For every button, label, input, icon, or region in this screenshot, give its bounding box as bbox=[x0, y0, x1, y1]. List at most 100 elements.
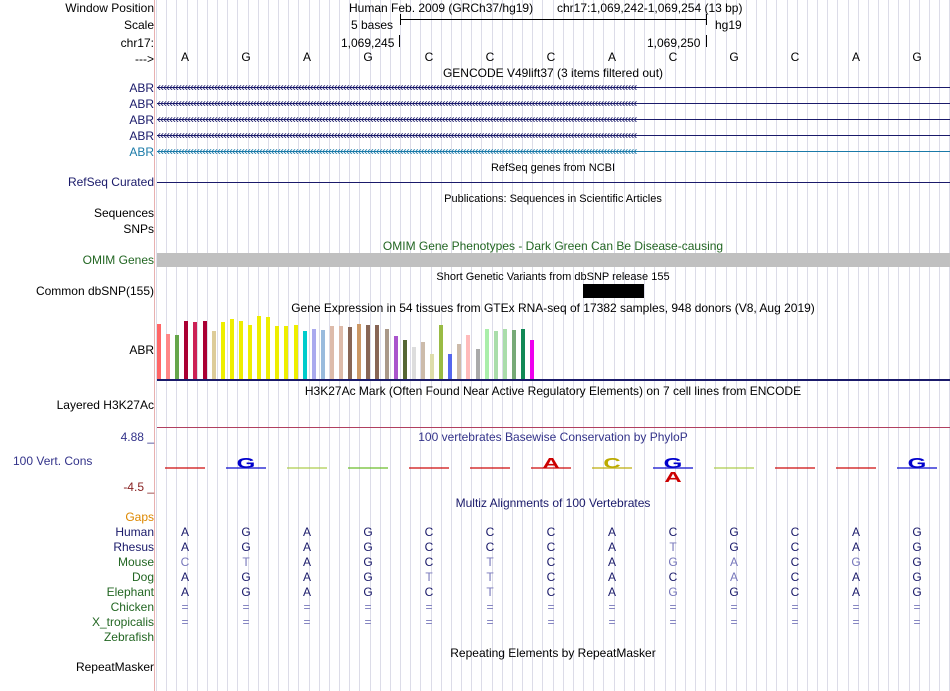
gtex-tissue-bar[interactable] bbox=[403, 340, 407, 379]
omim-title[interactable]: OMIM Gene Phenotypes - Dark Green Can Be… bbox=[382, 239, 724, 253]
coord-right: 1,069,250 bbox=[647, 36, 701, 50]
omim-label[interactable]: OMIM Genes bbox=[82, 253, 154, 267]
gencode-gene-label[interactable]: ABR bbox=[129, 129, 154, 143]
h3k27ac-title[interactable]: H3K27Ac Mark (Often Found Near Active Re… bbox=[304, 384, 802, 398]
gtex-tissue-bar[interactable] bbox=[339, 326, 343, 379]
gencode-gene-label[interactable]: ABR bbox=[129, 145, 154, 159]
multiz-species-label[interactable]: X_tropicalis bbox=[91, 615, 154, 629]
gtex-tissue-bar[interactable] bbox=[294, 325, 298, 379]
gtex-tissue-bar[interactable] bbox=[357, 324, 361, 379]
gtex-tissue-bar[interactable] bbox=[466, 335, 470, 379]
phylop-title[interactable]: 100 vertebrates Basewise Conservation by… bbox=[418, 430, 688, 444]
gtex-tissue-bar[interactable] bbox=[439, 325, 443, 379]
multiz-aligned-base: G bbox=[668, 555, 678, 569]
gtex-tissue-bar[interactable] bbox=[212, 331, 216, 379]
gtex-tissue-bar[interactable] bbox=[457, 344, 461, 379]
gtex-tissue-bar[interactable] bbox=[175, 335, 179, 379]
gtex-tissue-bar[interactable] bbox=[230, 319, 234, 379]
gtex-tissue-bar[interactable] bbox=[266, 317, 270, 379]
gtex-tissue-bar[interactable] bbox=[248, 325, 252, 379]
gtex-tissue-bar[interactable] bbox=[394, 336, 398, 379]
multiz-aligned-base: A bbox=[851, 570, 860, 584]
refseq-track-line[interactable] bbox=[157, 182, 950, 183]
gtex-tissue-bar[interactable] bbox=[184, 321, 188, 379]
gtex-tissue-bar[interactable] bbox=[312, 329, 316, 379]
gtex-tissue-bar[interactable] bbox=[521, 329, 525, 379]
gtex-label[interactable]: ABR bbox=[129, 343, 154, 357]
gtex-tissue-bar[interactable] bbox=[385, 329, 389, 379]
gtex-tissue-bar[interactable] bbox=[257, 316, 261, 379]
grid-line bbox=[776, 0, 777, 691]
gtex-tissue-bar[interactable] bbox=[203, 321, 207, 379]
sequence-base: G bbox=[912, 50, 922, 64]
multiz-aligned-base: C bbox=[546, 525, 556, 539]
gencode-transcript[interactable]: ‹‹‹‹‹‹‹‹‹‹‹‹‹‹‹‹‹‹‹‹‹‹‹‹‹‹‹‹‹‹‹‹‹‹‹‹‹‹‹‹… bbox=[157, 114, 950, 125]
multiz-aligned-base: G bbox=[241, 540, 251, 554]
publications-title[interactable]: Publications: Sequences in Scientific Ar… bbox=[444, 193, 662, 205]
multiz-species-label[interactable]: Human bbox=[115, 525, 154, 539]
multiz-aligned-base: C bbox=[546, 570, 556, 584]
h3k27ac-label[interactable]: Layered H3K27Ac bbox=[56, 398, 154, 412]
gencode-gene-label[interactable]: ABR bbox=[129, 97, 154, 111]
dbsnp-label[interactable]: Common dbSNP(155) bbox=[35, 284, 154, 298]
gencode-title[interactable]: GENCODE V49lift37 (3 items filtered out) bbox=[442, 66, 664, 80]
gtex-tissue-bar[interactable] bbox=[430, 354, 434, 379]
refseq-title[interactable]: RefSeq genes from NCBI bbox=[490, 162, 616, 174]
omim-track-bar[interactable] bbox=[157, 253, 950, 267]
multiz-gaps-label[interactable]: Gaps bbox=[125, 510, 154, 524]
gtex-tissue-bar[interactable] bbox=[503, 329, 507, 379]
gtex-title[interactable]: Gene Expression in 54 tissues from GTEx … bbox=[291, 301, 815, 315]
gtex-tissue-bar[interactable] bbox=[512, 330, 516, 379]
multiz-species-label[interactable]: Elephant bbox=[106, 585, 154, 599]
multiz-species-label[interactable]: Mouse bbox=[117, 555, 154, 569]
gencode-transcript[interactable]: ‹‹‹‹‹‹‹‹‹‹‹‹‹‹‹‹‹‹‹‹‹‹‹‹‹‹‹‹‹‹‹‹‹‹‹‹‹‹‹‹… bbox=[157, 146, 950, 157]
gtex-tissue-bar[interactable] bbox=[366, 325, 370, 379]
multiz-aligned-base: = bbox=[486, 600, 494, 614]
repeatmasker-title[interactable]: Repeating Elements by RepeatMasker bbox=[450, 646, 656, 660]
multiz-species-label[interactable]: Rhesus bbox=[113, 540, 154, 554]
gtex-tissue-bar[interactable] bbox=[330, 326, 334, 379]
phylop-base-letter: A bbox=[542, 455, 560, 472]
gtex-tissue-bar[interactable] bbox=[448, 354, 452, 379]
gencode-transcript[interactable]: ‹‹‹‹‹‹‹‹‹‹‹‹‹‹‹‹‹‹‹‹‹‹‹‹‹‹‹‹‹‹‹‹‹‹‹‹‹‹‹‹… bbox=[157, 130, 950, 141]
gtex-tissue-bar[interactable] bbox=[494, 331, 498, 379]
gtex-tissue-bar[interactable] bbox=[421, 342, 425, 379]
publications-sequences-label[interactable]: Sequences bbox=[93, 206, 154, 220]
dbsnp-title[interactable]: Short Genetic Variants from dbSNP releas… bbox=[436, 271, 670, 283]
gtex-tissue-bar[interactable] bbox=[375, 325, 379, 379]
gencode-gene-label[interactable]: ABR bbox=[129, 81, 154, 95]
gtex-tissue-bar[interactable] bbox=[321, 330, 325, 379]
gencode-gene-label[interactable]: ABR bbox=[129, 113, 154, 127]
gtex-tissue-bar[interactable] bbox=[284, 326, 288, 379]
gtex-tissue-bar[interactable] bbox=[348, 327, 352, 379]
refseq-label[interactable]: RefSeq Curated bbox=[67, 175, 154, 189]
gencode-transcript[interactable]: ‹‹‹‹‹‹‹‹‹‹‹‹‹‹‹‹‹‹‹‹‹‹‹‹‹‹‹‹‹‹‹‹‹‹‹‹‹‹‹‹… bbox=[157, 98, 950, 109]
gtex-tissue-bar[interactable] bbox=[157, 324, 161, 379]
gtex-tissue-bar[interactable] bbox=[485, 329, 489, 379]
multiz-aligned-base: A bbox=[302, 525, 311, 539]
gtex-tissue-bar[interactable] bbox=[166, 334, 170, 379]
gtex-tissue-bar[interactable] bbox=[221, 322, 225, 379]
grid-line bbox=[807, 0, 808, 691]
grid-line bbox=[390, 0, 391, 691]
multiz-species-label[interactable]: Zebrafish bbox=[103, 630, 154, 644]
gtex-expression-chart[interactable] bbox=[157, 316, 557, 379]
multiz-aligned-base: A bbox=[180, 585, 189, 599]
multiz-title[interactable]: Multiz Alignments of 100 Vertebrates bbox=[455, 496, 651, 510]
multiz-species-label[interactable]: Chicken bbox=[110, 600, 154, 614]
gtex-tissue-bar[interactable] bbox=[239, 321, 243, 379]
gtex-tissue-bar[interactable] bbox=[476, 349, 480, 379]
gtex-tissue-bar[interactable] bbox=[530, 340, 534, 379]
gtex-tissue-bar[interactable] bbox=[412, 347, 416, 379]
publications-snps-label[interactable]: SNPs bbox=[123, 222, 154, 236]
grid-line bbox=[756, 0, 757, 691]
multiz-species-label[interactable]: Dog bbox=[131, 570, 154, 584]
sequence-base: C bbox=[546, 50, 556, 64]
gtex-tissue-bar[interactable] bbox=[193, 322, 197, 379]
dbsnp-variant[interactable] bbox=[583, 284, 644, 298]
gtex-tissue-bar[interactable] bbox=[275, 326, 279, 379]
repeatmasker-label[interactable]: RepeatMasker bbox=[75, 660, 154, 674]
gtex-tissue-bar[interactable] bbox=[303, 331, 307, 379]
phylop-label[interactable]: 100 Vert. Cons bbox=[13, 454, 93, 468]
gencode-transcript[interactable]: ‹‹‹‹‹‹‹‹‹‹‹‹‹‹‹‹‹‹‹‹‹‹‹‹‹‹‹‹‹‹‹‹‹‹‹‹‹‹‹‹… bbox=[157, 82, 950, 93]
